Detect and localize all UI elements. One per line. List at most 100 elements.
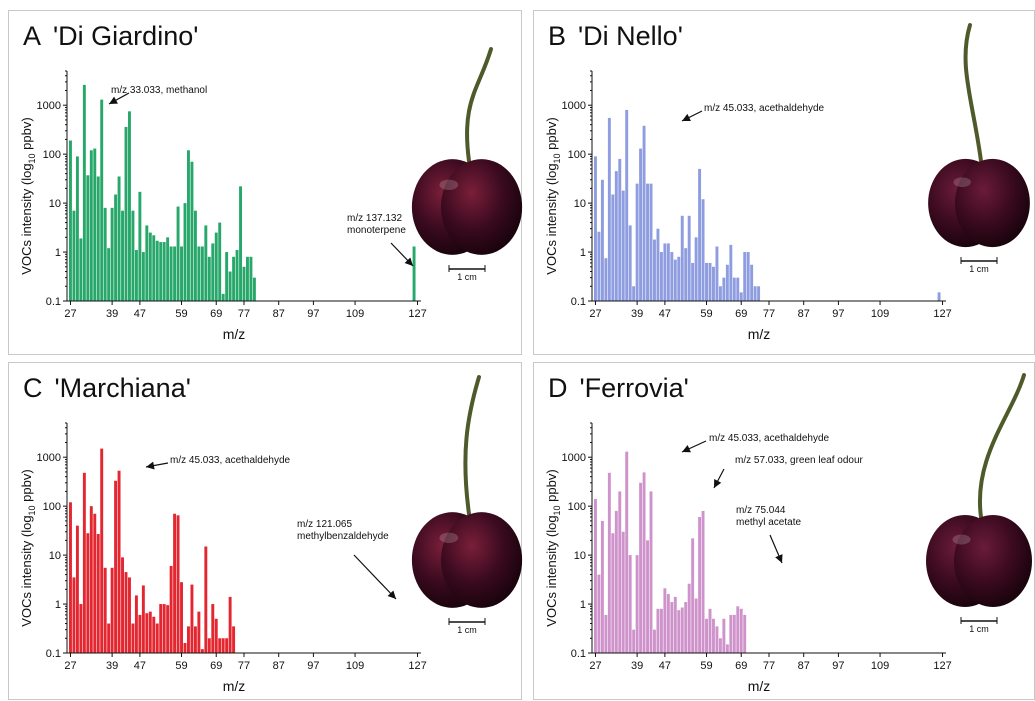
panel-title: C 'Marchiana' (23, 373, 191, 403)
bar-mz-36 (625, 451, 629, 653)
bar-mz-71 (221, 293, 225, 301)
annotation-label: m/z 33.033, methanol (111, 85, 207, 96)
bar-mz-30 (604, 614, 608, 653)
cultivar-name: 'Di Nello' (578, 21, 683, 51)
bar-mz-74 (232, 256, 236, 301)
x-tick-label: 97 (832, 660, 844, 672)
bar-mz-43 (124, 126, 128, 302)
bar-mz-50 (148, 611, 152, 653)
x-tick-label: 27 (589, 660, 601, 672)
bar-mz-44 (653, 239, 656, 301)
cherry-photo: 1 cm (928, 23, 1030, 274)
bar-mz-52 (155, 623, 159, 653)
y-tick-label: 1000 (562, 452, 586, 464)
y-tick-label: 10 (574, 550, 586, 562)
bar-mz-76 (239, 186, 242, 301)
x-tick-label: 127 (933, 308, 951, 320)
bar-mz-64 (722, 618, 726, 653)
bar-mz-47 (138, 191, 142, 301)
bar-mz-67 (732, 614, 736, 653)
scale-bar-label: 1 cm (969, 624, 989, 634)
bar-mz-62 (190, 161, 194, 301)
bar-mz-32 (86, 175, 90, 301)
panel-title: D 'Ferrovia' (548, 373, 689, 403)
plot-area: 0.1 1 10 100 1000 27 39 47 59 69 77 87 97 109 127 m/z VO… (544, 70, 952, 342)
bar-mz-52 (155, 240, 159, 301)
bar-mz-69 (214, 618, 218, 653)
y-tick-label: 10 (49, 550, 61, 562)
cherry-highlight (953, 177, 971, 187)
cherry-lobe (441, 159, 523, 255)
y-axis-label: VOCs intensity (log10 ppbv) (544, 117, 562, 274)
bar-mz-77 (242, 266, 246, 301)
y-axis-label-part: ppbv) (19, 469, 34, 505)
bar-mz-43 (649, 183, 653, 301)
arrowhead (109, 96, 118, 104)
panel-letter: D (548, 373, 568, 403)
x-tick-label: 59 (700, 660, 712, 672)
bar-mz-65 (725, 264, 729, 301)
bar-mz-41 (117, 176, 121, 301)
bar-mz-55 (691, 262, 695, 301)
panel-c: C 'Marchiana' 0.1 1 10 100 1000 27 39 47 59 69 77 87 9… (8, 362, 523, 700)
y-tick-label: 100 (568, 501, 586, 513)
bar-mz-48 (141, 252, 145, 301)
bar-mz-40 (114, 194, 118, 301)
bar-mz-33 (614, 171, 618, 301)
bar-mz-53 (159, 604, 163, 653)
y-tick-label: 1 (580, 599, 586, 611)
bar-mz-27 (594, 156, 597, 301)
bar-mz-57 (698, 168, 702, 301)
chart-svg: C 'Marchiana' 0.1 1 10 100 1000 27 39 47 59 69 77 87 9… (19, 373, 523, 694)
chart-svg: D 'Ferrovia' 0.1 1 10 100 1000 27 39 47 59 69 77 87 97… (544, 373, 1032, 694)
x-tick-label: 39 (106, 660, 118, 672)
scale-bar-label: 1 cm (969, 264, 989, 274)
bar-mz-32 (86, 533, 90, 653)
bar-mz-69 (739, 608, 743, 653)
bar-mz-60 (183, 203, 187, 301)
bar-mz-52 (680, 215, 684, 301)
annotation-label: m/z 45.033, acethaldehyde (709, 433, 830, 444)
bar-mz-66 (204, 546, 208, 653)
bar-mz-72 (750, 264, 754, 301)
bar-mz-60 (708, 262, 712, 301)
y-tick-label: 1 (580, 247, 586, 259)
x-tick-label: 47 (134, 660, 146, 672)
x-axis-label: m/z (748, 326, 771, 342)
y-axis-label-sub: 10 (552, 153, 562, 163)
x-tick-label: 39 (631, 660, 643, 672)
x-tick-label: 69 (735, 308, 747, 320)
chart-svg: B 'Di Nello' 0.1 1 10 100 1000 27 39 47 59 69 77 87 97… (544, 21, 1030, 342)
bar-mz-33 (89, 506, 93, 653)
bar-mz-57 (173, 513, 177, 653)
bar-mz-69 (214, 232, 218, 301)
cherry-stem (977, 373, 1026, 519)
bar-mz-29 (600, 520, 604, 653)
bar-mz-51 (152, 235, 156, 301)
x-tick-label: 109 (871, 308, 889, 320)
cherry-photo: 1 cm (926, 373, 1032, 634)
panel-letter: C (23, 373, 43, 403)
cherry-highlight (952, 534, 971, 545)
x-tick-label: 109 (346, 660, 364, 672)
bar-mz-42 (646, 183, 649, 301)
bar-mz-38 (107, 248, 111, 301)
bar-mz-57 (698, 517, 702, 653)
x-tick-label: 127 (933, 660, 951, 672)
bar-mz-41 (642, 125, 646, 301)
x-tick-label: 39 (631, 308, 643, 320)
bar-mz-73 (228, 271, 232, 301)
x-tick-label: 77 (238, 308, 250, 320)
cherry-stem (463, 375, 481, 516)
bar-mz-58 (176, 206, 180, 301)
cherry-photo: 1 cm (411, 375, 523, 635)
annotation: m/z 45.033, acethaldehyde (681, 103, 825, 122)
bar-mz-72 (225, 252, 229, 301)
cherry-highlight (439, 179, 459, 190)
bar-mz-40 (639, 148, 643, 301)
bar-mz-78 (246, 256, 249, 301)
bar-mz-61 (712, 266, 715, 301)
bar-mz-66 (729, 614, 733, 653)
bar-mz-31 (82, 472, 86, 653)
